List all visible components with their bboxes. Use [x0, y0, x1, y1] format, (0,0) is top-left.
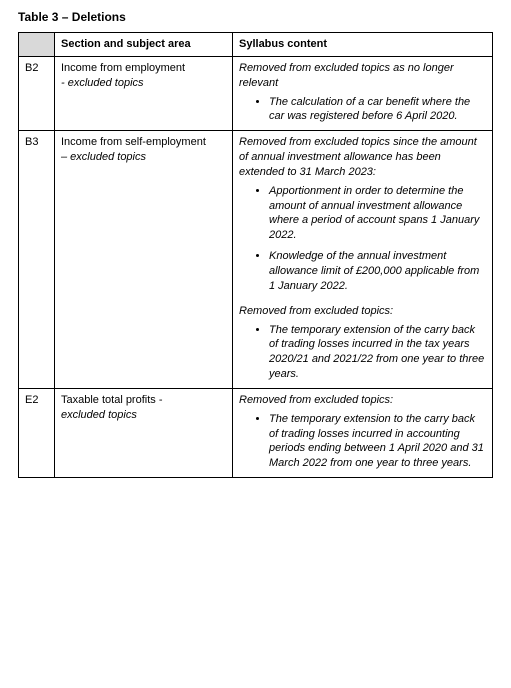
row-code: B3: [19, 131, 55, 389]
section-line: Income from employment: [61, 62, 185, 74]
table-row: B2 Income from employment - excluded top…: [19, 56, 493, 130]
section-subline: – excluded topics: [61, 151, 146, 163]
section-line: Taxable total profits -: [61, 394, 163, 406]
header-content: Syllabus content: [233, 33, 493, 57]
content-intro: Removed from excluded topics:: [239, 393, 486, 408]
header-code: [19, 33, 55, 57]
row-content: Removed from excluded topics as no longe…: [233, 56, 493, 130]
header-section: Section and subject area: [55, 33, 233, 57]
content-intro: Removed from excluded topics since the a…: [239, 135, 486, 180]
row-code: E2: [19, 388, 55, 477]
section-line: Income from self-employment: [61, 136, 206, 148]
list-item: Knowledge of the annual investment allow…: [269, 249, 486, 294]
deletions-table: Section and subject area Syllabus conten…: [18, 32, 493, 478]
table-header-row: Section and subject area Syllabus conten…: [19, 33, 493, 57]
table-row: E2 Taxable total profits - excluded topi…: [19, 388, 493, 477]
list-item: Apportionment in order to determine the …: [269, 184, 486, 243]
row-section: Income from employment - excluded topics: [55, 56, 233, 130]
list-item: The temporary extension of the carry bac…: [269, 323, 486, 382]
row-content: Removed from excluded topics: The tempor…: [233, 388, 493, 477]
content-intro: Removed from excluded topics as no longe…: [239, 61, 486, 91]
content-list: Apportionment in order to determine the …: [239, 184, 486, 294]
section-subline: excluded topics: [61, 409, 137, 421]
content-list: The temporary extension to the carry bac…: [239, 412, 486, 471]
section-subline: - excluded topics: [61, 77, 144, 89]
table-row: B3 Income from self-employment – exclude…: [19, 131, 493, 389]
row-section: Income from self-employment – excluded t…: [55, 131, 233, 389]
list-item: The calculation of a car benefit where t…: [269, 95, 486, 125]
content-intro: Removed from excluded topics:: [239, 304, 486, 319]
row-code: B2: [19, 56, 55, 130]
row-section: Taxable total profits - excluded topics: [55, 388, 233, 477]
content-list: The temporary extension of the carry bac…: [239, 323, 486, 382]
list-item: The temporary extension to the carry bac…: [269, 412, 486, 471]
page: Table 3 – Deletions Section and subject …: [0, 0, 511, 496]
content-list: The calculation of a car benefit where t…: [239, 95, 486, 125]
row-content: Removed from excluded topics since the a…: [233, 131, 493, 389]
table-title: Table 3 – Deletions: [18, 10, 493, 24]
